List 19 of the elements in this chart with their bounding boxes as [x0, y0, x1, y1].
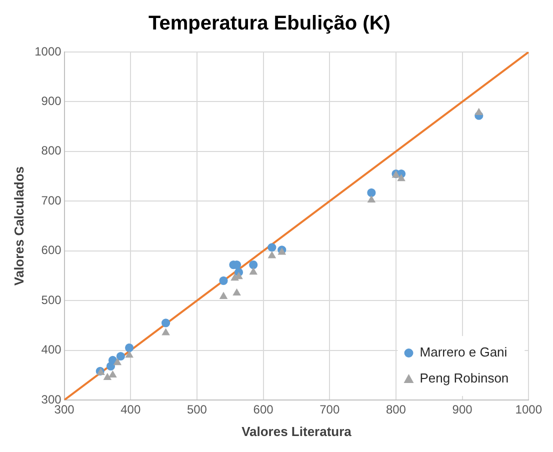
- y-axis-title: Valores Calculados: [11, 166, 26, 286]
- y-tick-label: 500: [41, 292, 62, 307]
- legend-label: Peng Robinson: [420, 370, 509, 386]
- x-axis-title: Valores Literatura: [242, 424, 352, 439]
- x-tick-label: 900: [452, 402, 473, 417]
- legend-label: Marrero e Gani: [420, 344, 508, 360]
- y-tick-label: 400: [41, 342, 62, 357]
- y-tick-label: 800: [41, 144, 62, 158]
- y-tick-label: 900: [41, 94, 62, 108]
- x-tick-label: 1000: [515, 402, 542, 417]
- y-tick-label: 1000: [34, 44, 62, 58]
- y-tick-label: 600: [41, 243, 62, 258]
- chart-title: Temperatura Ebulição (K): [148, 12, 390, 35]
- x-tick-label: 700: [320, 402, 340, 417]
- x-tick-label: 400: [120, 402, 141, 417]
- x-tick-label: 500: [186, 402, 208, 417]
- x-tick-label: 600: [253, 402, 274, 417]
- x-tick-label: 800: [386, 402, 406, 417]
- y-tick-label: 700: [41, 193, 62, 208]
